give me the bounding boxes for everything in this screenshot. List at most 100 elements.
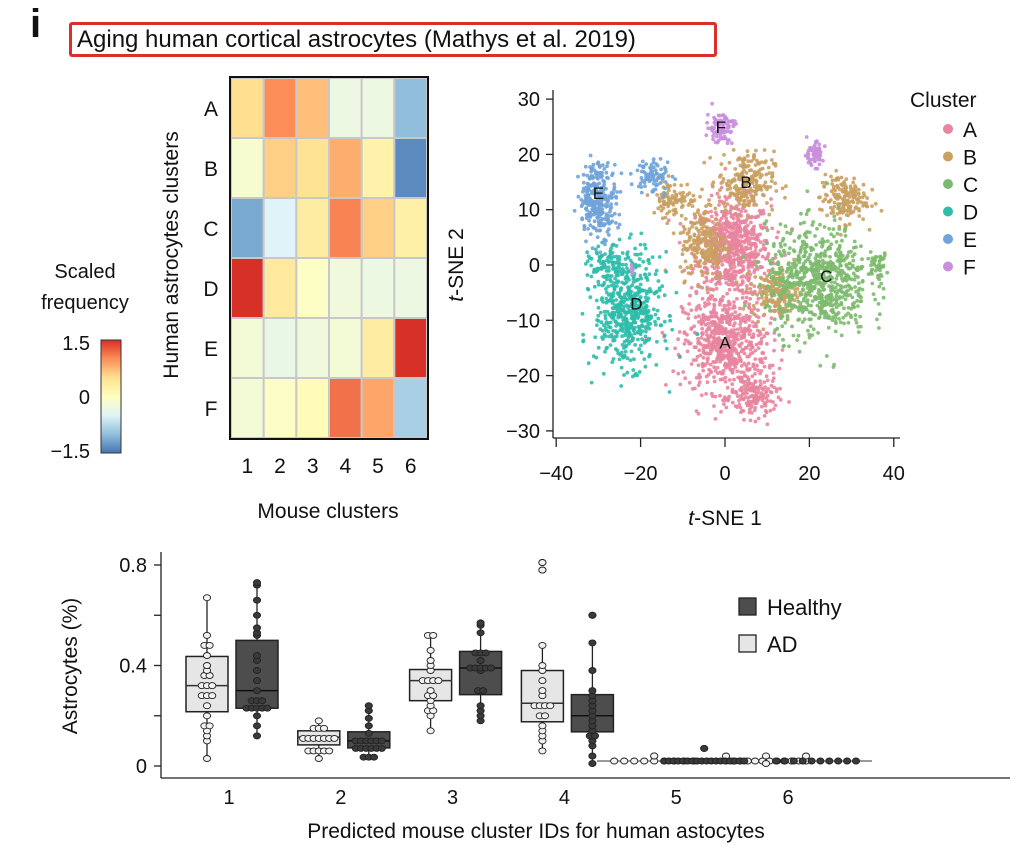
tsne-point (844, 292, 849, 296)
heatmap-cell-B-5 (360, 137, 396, 199)
tsne-point (663, 180, 668, 184)
box-point (843, 757, 852, 765)
tsne-point (742, 370, 746, 375)
tsne-point (848, 266, 852, 271)
tsne-point (633, 294, 637, 299)
tsne-point (724, 405, 729, 410)
tsne-legend-marker-F (943, 261, 953, 272)
tsne-point (732, 178, 737, 183)
tsne-point (627, 324, 632, 328)
tsne-point (727, 306, 732, 311)
box-x-tick-label: 3 (447, 787, 458, 809)
tsne-point (718, 282, 722, 286)
box-point (202, 594, 212, 602)
tsne-point (771, 270, 775, 275)
tsne-point (823, 249, 828, 254)
tsne-point (799, 211, 803, 216)
tsne-point (869, 270, 874, 274)
tsne-point (662, 165, 667, 170)
tsne-point (848, 261, 852, 266)
tsne-point (619, 326, 624, 331)
tsne-point (692, 233, 697, 238)
tsne-point (737, 257, 741, 261)
tsne-point (850, 199, 855, 204)
tsne-point (704, 204, 708, 209)
tsne-point (749, 220, 753, 225)
heatmap-col-label: 6 (405, 455, 417, 478)
tsne-point (836, 288, 841, 293)
tsne-point (805, 298, 810, 303)
tsne-point (631, 368, 636, 372)
tsne-point (837, 317, 841, 321)
tsne-point (782, 250, 787, 255)
tsne-point (738, 405, 743, 410)
tsne-point (771, 371, 776, 376)
tsne-point (709, 391, 714, 396)
tsne-point (749, 236, 753, 241)
tsne-point (588, 232, 593, 237)
tsne-point (709, 214, 714, 219)
tsne-point (787, 289, 791, 294)
tsne-point (604, 269, 609, 273)
tsne-point (852, 176, 856, 181)
box-point (252, 712, 262, 720)
tsne-point (713, 223, 718, 228)
tsne-point (671, 369, 676, 374)
tsne-point (594, 298, 599, 303)
tsne-point (877, 284, 882, 289)
tsne-point (603, 252, 607, 256)
tsne-point (726, 122, 730, 127)
box-point (538, 641, 547, 649)
tsne-point (853, 285, 857, 289)
tsne-point (838, 250, 843, 255)
tsne-point (869, 263, 873, 268)
box-point (252, 667, 262, 674)
tsne-point (762, 414, 767, 418)
box-point (252, 652, 262, 659)
tsne-point (839, 273, 844, 278)
tsne-point (604, 296, 609, 301)
tsne-point (796, 333, 801, 338)
tsne-point (844, 186, 848, 191)
tsne-point (848, 184, 853, 189)
tsne-point (751, 332, 756, 337)
tsne-point (634, 285, 638, 290)
tsne-point (758, 282, 762, 287)
tsne-point (694, 289, 699, 294)
tsne-point (606, 329, 611, 334)
tsne-point (799, 245, 804, 250)
tsne-point (687, 380, 692, 385)
tsne-point (765, 278, 769, 282)
tsne-point (773, 252, 778, 257)
tsne-point (752, 388, 757, 392)
tsne-point (748, 246, 753, 251)
tsne-point (585, 250, 589, 255)
tsne-point (710, 331, 714, 335)
tsne-point (688, 341, 693, 346)
box-healthy-cluster-3 (458, 619, 503, 725)
tsne-point (747, 180, 752, 185)
heatmap-cell-C-4 (328, 197, 363, 259)
tsne-point (878, 255, 883, 259)
tsne-point (740, 408, 744, 413)
tsne-point (594, 170, 599, 175)
tsne-point (711, 134, 715, 138)
tsne-point (674, 198, 679, 203)
tsne-point (855, 268, 860, 273)
tsne-point (718, 242, 723, 247)
tsne-point (634, 312, 639, 317)
tsne-point (581, 189, 585, 194)
tsne-point (625, 320, 630, 324)
tsne-point (734, 280, 739, 285)
tsne-point (692, 212, 697, 217)
tsne-point (704, 234, 708, 239)
tsne-point (609, 283, 614, 288)
tsne-point (849, 249, 853, 254)
tsne-point (708, 362, 713, 367)
tsne-point (709, 229, 714, 234)
tsne-point (832, 214, 837, 219)
tsne-point (731, 306, 735, 310)
tsne-point (737, 196, 742, 201)
tsne-point (805, 244, 809, 249)
tsne-point (595, 318, 599, 322)
